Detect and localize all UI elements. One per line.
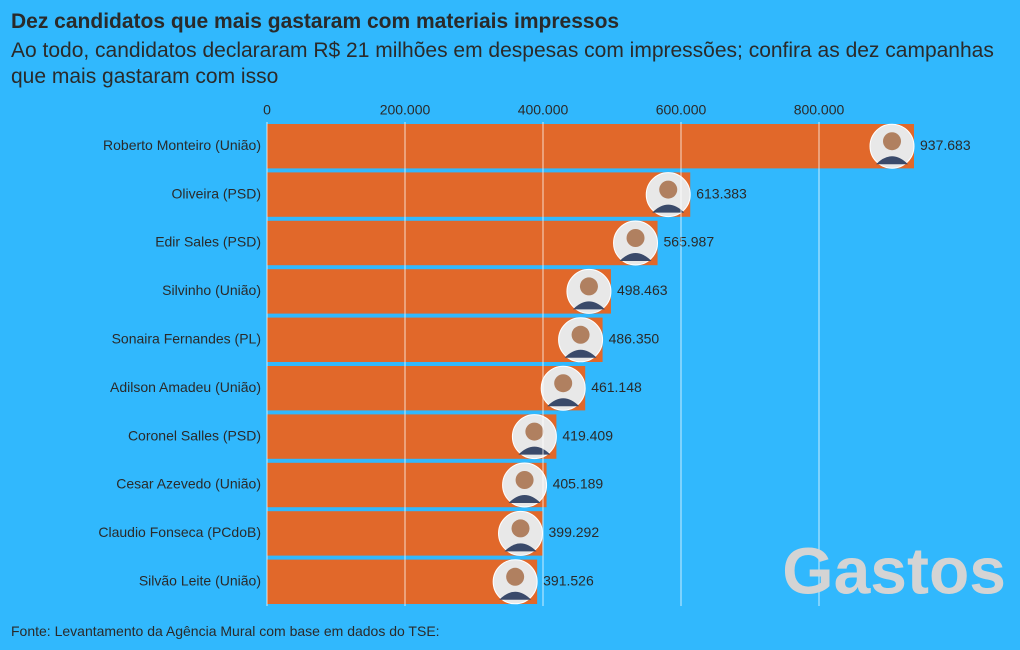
candidate-photo-head <box>554 374 573 393</box>
candidate-photo-head <box>515 471 534 489</box>
x-tick-label: 800.000 <box>794 102 845 118</box>
y-tick-label: Roberto Monteiro (União) <box>103 137 261 153</box>
candidate-photo-head <box>579 277 598 296</box>
value-label: 565.987 <box>664 234 715 250</box>
bar <box>267 269 611 314</box>
value-label: 399.292 <box>549 524 600 540</box>
bar <box>267 462 547 508</box>
candidate-photo-body <box>508 495 541 503</box>
value-label: 486.350 <box>609 331 660 347</box>
y-tick-label: Cesar Azevedo (União) <box>116 476 261 492</box>
bar <box>267 559 538 604</box>
candidate-photo-head <box>525 422 544 441</box>
y-tick-label: Sonaira Fernandes (PL) <box>112 331 261 347</box>
candidate-photo-head <box>511 519 530 538</box>
candidate-photo-body <box>619 253 652 261</box>
bar <box>267 172 691 217</box>
x-tick-label: 400.000 <box>518 102 569 118</box>
chart-title: Dez candidatos que mais gastaram com mat… <box>11 10 620 33</box>
bar <box>267 414 557 459</box>
candidate-photo-head <box>571 325 590 344</box>
y-tick-label: Oliveira (PSD) <box>172 185 261 201</box>
y-tick-label: Edir Sales (PSD) <box>155 234 261 250</box>
x-tick-label: 0 <box>263 102 271 118</box>
candidate-photo-body <box>499 591 532 600</box>
watermark: Gastos <box>782 533 1006 607</box>
value-label: 391.526 <box>543 573 594 589</box>
candidate-photo-body <box>876 156 909 165</box>
candidate-photo-body <box>547 398 580 407</box>
y-tick-label: Coronel Salles (PSD) <box>128 427 261 443</box>
candidate-photo-body <box>504 543 537 552</box>
bar <box>267 124 915 169</box>
y-tick-label: Silvão Leite (União) <box>139 573 261 589</box>
x-tick-label: 600.000 <box>656 102 707 118</box>
chart: Roberto Monteiro (União) 937.683 Oliveira … <box>98 102 1006 608</box>
bar <box>267 220 658 266</box>
x-tick-label: 200.000 <box>380 102 431 118</box>
value-label: 937.683 <box>920 137 971 153</box>
value-label: 419.409 <box>562 427 613 443</box>
bar <box>267 317 603 362</box>
candidate-photo-head <box>506 567 525 586</box>
candidate-photo-head <box>883 132 902 151</box>
candidate-photo-body <box>652 204 685 213</box>
bar <box>267 366 586 411</box>
value-label: 405.189 <box>553 476 604 492</box>
candidate-photo-head <box>626 229 645 247</box>
source-note: Fonte: Levantamento da Agência Mural com… <box>11 623 440 639</box>
value-label: 461.148 <box>591 379 642 395</box>
y-tick-label: Claudio Fonseca (PCdoB) <box>98 524 261 540</box>
candidate-photo-body <box>564 349 597 358</box>
y-tick-label: Adilson Amadeu (União) <box>110 379 261 395</box>
y-tick-label: Silvinho (União) <box>162 282 261 298</box>
candidate-photo-body <box>572 301 605 310</box>
candidate-photo-head <box>659 180 678 199</box>
value-label: 498.463 <box>617 282 668 298</box>
chart-subtitle: Ao todo, candidatos declararam R$ 21 mil… <box>11 39 994 88</box>
value-label: 613.383 <box>696 185 747 201</box>
